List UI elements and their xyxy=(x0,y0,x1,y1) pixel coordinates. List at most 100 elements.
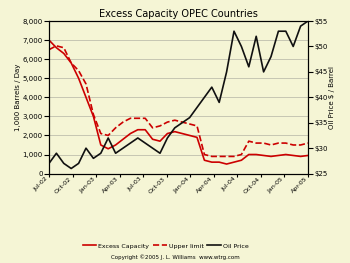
Upper limit xyxy=(195,124,199,128)
Excess Capacity xyxy=(62,52,66,55)
Oil Price xyxy=(173,126,177,129)
Upper limit xyxy=(284,141,288,145)
Excess Capacity xyxy=(276,154,280,157)
Upper limit xyxy=(224,155,229,158)
Excess Capacity xyxy=(91,115,96,118)
Excess Capacity xyxy=(239,159,244,162)
Oil Price xyxy=(180,121,184,124)
Upper limit xyxy=(158,124,162,128)
Excess Capacity xyxy=(173,130,177,133)
Upper limit xyxy=(232,155,236,158)
Oil Price xyxy=(239,45,244,48)
Excess Capacity xyxy=(121,138,125,141)
Excess Capacity xyxy=(47,38,51,42)
Oil Price xyxy=(47,162,51,165)
Oil Price xyxy=(217,101,221,104)
Excess Capacity xyxy=(217,160,221,164)
Upper limit xyxy=(165,120,169,124)
Excess Capacity xyxy=(261,154,266,157)
Oil Price xyxy=(188,116,192,119)
Oil Price xyxy=(261,70,266,73)
Upper limit xyxy=(143,117,147,120)
Upper limit xyxy=(150,126,155,129)
Excess Capacity xyxy=(306,154,310,157)
Line: Oil Price: Oil Price xyxy=(49,21,308,169)
Oil Price xyxy=(113,152,118,155)
Upper limit xyxy=(62,46,66,49)
Excess Capacity xyxy=(150,138,155,141)
Oil Price xyxy=(232,30,236,33)
Excess Capacity xyxy=(128,132,133,135)
Oil Price xyxy=(306,19,310,23)
Upper limit xyxy=(261,141,266,145)
Upper limit xyxy=(113,126,118,129)
Oil Price xyxy=(224,70,229,73)
Oil Price xyxy=(202,96,206,99)
Excess Capacity xyxy=(143,128,147,131)
Excess Capacity xyxy=(77,77,81,80)
Oil Price xyxy=(158,152,162,155)
Excess Capacity xyxy=(284,153,288,156)
Excess Capacity xyxy=(158,140,162,143)
Excess Capacity xyxy=(99,143,103,146)
Oil Price xyxy=(99,152,103,155)
Oil Price xyxy=(299,24,303,28)
Line: Upper limit: Upper limit xyxy=(49,46,308,156)
Excess Capacity xyxy=(69,61,73,64)
Upper limit xyxy=(217,155,221,158)
Upper limit xyxy=(91,113,96,116)
Upper limit xyxy=(210,155,214,158)
Excess Capacity xyxy=(106,147,110,150)
Upper limit xyxy=(180,120,184,124)
Upper limit xyxy=(128,117,133,120)
Excess Capacity xyxy=(224,163,229,166)
Upper limit xyxy=(299,143,303,146)
Oil Price xyxy=(69,167,73,170)
Excess Capacity xyxy=(113,143,118,146)
Upper limit xyxy=(291,143,295,146)
Oil Price xyxy=(136,136,140,140)
Oil Price xyxy=(195,106,199,109)
Excess Capacity xyxy=(54,46,58,49)
Legend: Excess Capacity, Upper limit, Oil Price: Excess Capacity, Upper limit, Oil Price xyxy=(80,241,251,251)
Upper limit xyxy=(47,48,51,51)
Oil Price xyxy=(121,146,125,150)
Oil Price xyxy=(150,146,155,150)
Upper limit xyxy=(239,153,244,156)
Oil Price xyxy=(291,45,295,48)
Oil Price xyxy=(269,55,273,58)
Excess Capacity xyxy=(247,153,251,156)
Excess Capacity xyxy=(291,154,295,157)
Y-axis label: 1,000 Barrels / Day: 1,000 Barrels / Day xyxy=(15,64,21,131)
Upper limit xyxy=(269,143,273,146)
Excess Capacity xyxy=(202,159,206,162)
Upper limit xyxy=(77,69,81,72)
Oil Price xyxy=(77,162,81,165)
Excess Capacity xyxy=(269,155,273,158)
Upper limit xyxy=(188,123,192,126)
Text: Copyright ©2005 J. L. Williams  www.wtrg.com: Copyright ©2005 J. L. Williams www.wtrg.… xyxy=(111,255,239,260)
Upper limit xyxy=(173,119,177,122)
Upper limit xyxy=(202,153,206,156)
Line: Excess Capacity: Excess Capacity xyxy=(49,40,308,164)
Oil Price xyxy=(284,30,288,33)
Upper limit xyxy=(54,44,58,47)
Excess Capacity xyxy=(165,132,169,135)
Upper limit xyxy=(69,61,73,64)
Excess Capacity xyxy=(299,155,303,158)
Excess Capacity xyxy=(210,160,214,164)
Upper limit xyxy=(84,82,88,85)
Title: Excess Capacity OPEC Countries: Excess Capacity OPEC Countries xyxy=(99,9,258,19)
Oil Price xyxy=(165,136,169,140)
Excess Capacity xyxy=(136,128,140,131)
Oil Price xyxy=(62,162,66,165)
Upper limit xyxy=(247,140,251,143)
Upper limit xyxy=(99,132,103,135)
Y-axis label: Oil Price $ / Barrel: Oil Price $ / Barrel xyxy=(329,66,335,129)
Oil Price xyxy=(143,141,147,145)
Excess Capacity xyxy=(188,134,192,137)
Oil Price xyxy=(254,35,258,38)
Oil Price xyxy=(210,85,214,89)
Upper limit xyxy=(106,134,110,137)
Upper limit xyxy=(306,141,310,145)
